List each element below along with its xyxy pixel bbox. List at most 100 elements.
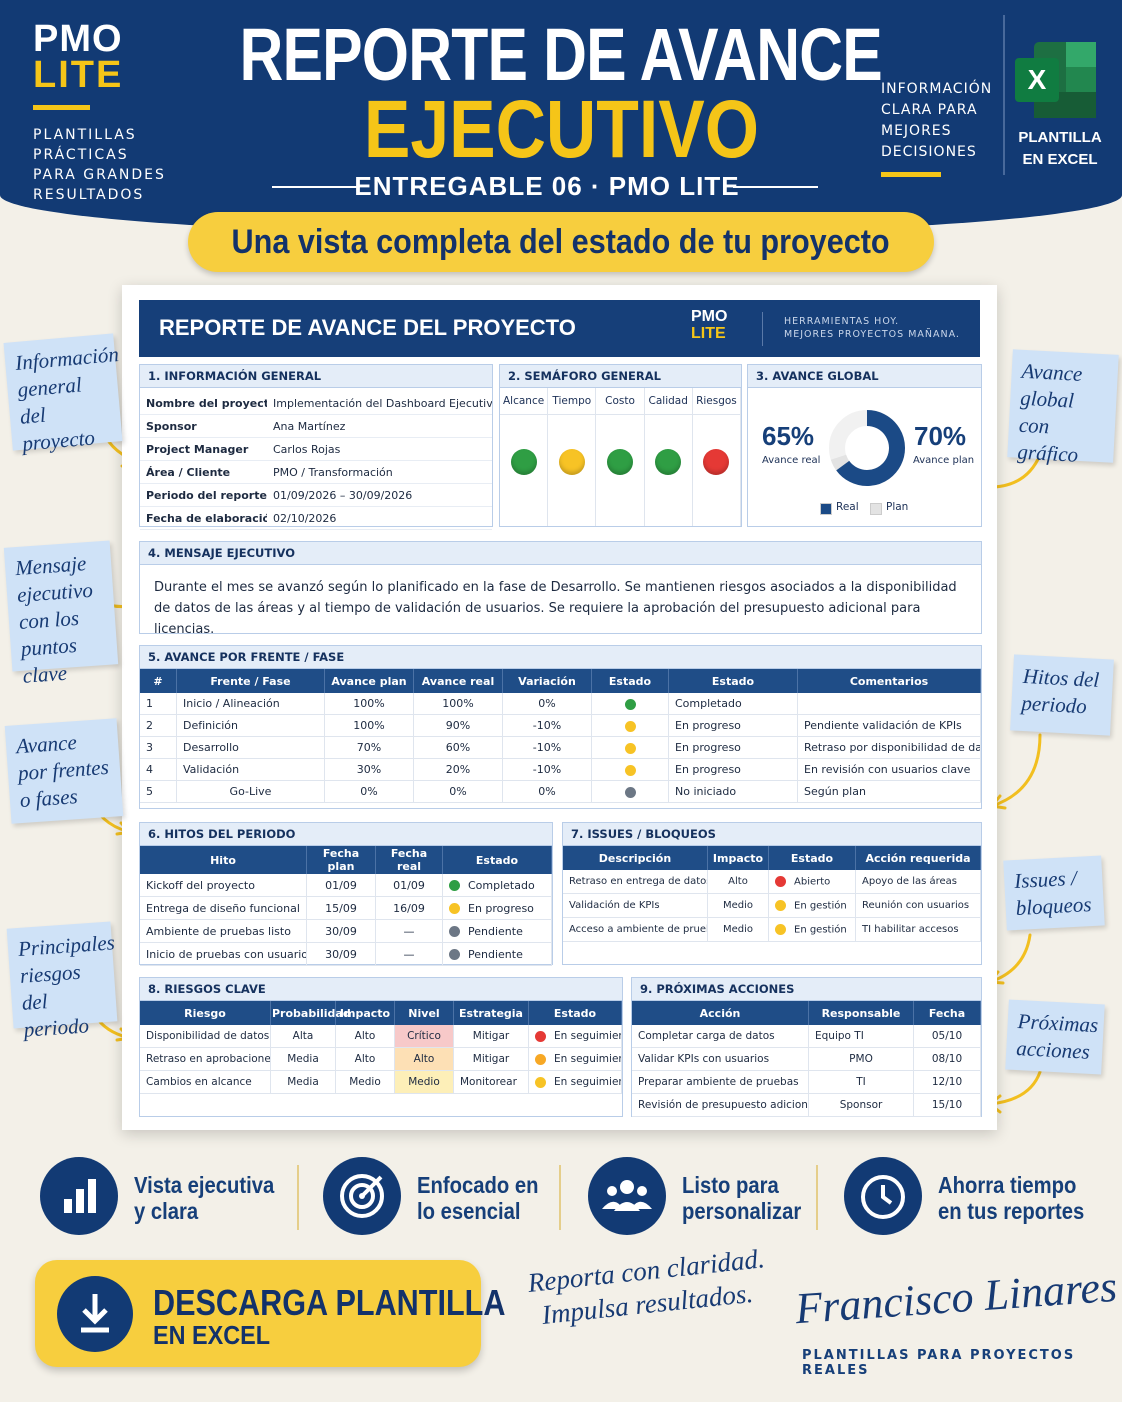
table-row: Acceso a ambiente de pruebasMedio En gest… <box>563 917 981 942</box>
excel-icon <box>1015 42 1096 118</box>
cta-line: DESCARGA PLANTILLA <box>153 1282 506 1323</box>
table-cell: Media <box>270 1070 336 1094</box>
column-header: Probabilidad <box>270 1001 351 1025</box>
info-line: DECISIONES <box>881 144 977 160</box>
semaforo-light <box>510 449 537 475</box>
table-cell: 4 <box>140 758 177 781</box>
semaforo-light <box>655 449 682 475</box>
table-row: Validar KPIs con usuarios PMO 08/10 <box>632 1047 981 1071</box>
section-title: 5. AVANCE POR FRENTE / FASE <box>140 646 981 669</box>
table-row: Ambiente de pruebas listo 30/09— Pendiente <box>140 919 552 943</box>
excel-letter: X <box>1027 64 1047 95</box>
semaforo-light <box>703 449 730 475</box>
table-cell: 90% <box>413 714 503 737</box>
column-header: Estado <box>768 846 856 870</box>
semaforo-label: Riesgos <box>692 388 741 415</box>
real-caption: Avance real <box>762 455 821 466</box>
table-cell: 0% <box>502 693 592 715</box>
table-cell: 70% <box>324 736 414 759</box>
legend-swatch <box>820 503 832 515</box>
section-title: 9. PRÓXIMAS ACCIONES <box>632 978 981 1001</box>
info-value: Carlos Rojas <box>267 437 492 461</box>
table-cell: Validar KPIs con usuarios <box>632 1047 809 1071</box>
table-cell: Medio <box>707 893 769 918</box>
table-cell: En progreso <box>442 896 552 920</box>
cell-text: En seguimiento <box>554 1076 621 1088</box>
executive-message: Durante el mes se avanzó según lo planif… <box>154 580 957 637</box>
status-dot <box>624 742 636 754</box>
table-cell: En revisión con usuarios clave <box>797 758 981 781</box>
status-dot <box>624 786 636 798</box>
table-cell: Retraso en aprobaciones <box>140 1047 271 1071</box>
column-header: Estrategia <box>453 1001 529 1025</box>
feature-text: y clara <box>134 1198 199 1224</box>
table-row: 1 Inicio / Alineación 100% 100% 0% Completado <box>140 693 981 715</box>
cell-text: En gestión <box>794 900 847 912</box>
report-logo-top: PMO <box>691 308 728 325</box>
table-cell <box>591 714 669 737</box>
report-header-divider <box>762 312 763 346</box>
cell-text: Pendiente <box>468 924 523 938</box>
status-dot <box>535 1030 546 1042</box>
feature-text: lo esencial <box>417 1198 521 1224</box>
plan-caption: Avance plan <box>913 455 975 466</box>
feature-icon <box>40 1157 118 1235</box>
column-header: Avance real <box>413 669 503 693</box>
legend-swatch <box>870 503 882 515</box>
table-cell: En progreso <box>668 714 798 737</box>
semaforo-label: Calidad <box>644 388 692 415</box>
table-cell: Alto <box>335 1025 395 1048</box>
table-cell: 15/09 <box>306 896 376 920</box>
table-row: Completar carga de datos Equipo TI 05/10 <box>632 1025 981 1048</box>
table-cell: Retraso por disponibilidad de datos <box>797 736 981 759</box>
table-row: 5 Go-Live 0% 0% 0% No iniciado Según plan <box>140 780 981 803</box>
semaforo-label: Tiempo <box>548 388 596 415</box>
semaforo-light <box>558 449 585 475</box>
status-dot <box>449 926 460 937</box>
report-section: 1. INFORMACIÓN GENERAL Nombre del proyect… <box>139 364 493 530</box>
table-cell: Crítico <box>394 1025 454 1048</box>
info-value: Implementación del Dashboard Ejecutivo <box>267 392 492 415</box>
report-section: 3. AVANCE GLOBAL 65% Avance real 70% Avance … <box>747 364 982 527</box>
title-wrap: REPORTE DE AVANCE <box>0 12 1122 97</box>
header-row: # Frente / Fase Avance plan Avance real Vari… <box>140 669 981 693</box>
table-cell: 15/10 <box>913 1093 981 1117</box>
download-button[interactable]: DESCARGA PLANTILLA EN EXCEL <box>35 1260 505 1367</box>
sticky-note: Avance global con gráfico <box>1007 349 1119 467</box>
table-cell: -10% <box>502 736 592 759</box>
feature-text: Enfocado en <box>417 1172 539 1198</box>
table-cell: Completado <box>442 874 552 897</box>
table-cell: Ambiente de pruebas listo <box>140 919 307 943</box>
excel-label: PLANTILLA <box>1018 129 1102 146</box>
column-header: Responsable <box>808 1001 914 1025</box>
table-cell: 100% <box>413 693 503 715</box>
sticky-note: Hitos del periodo <box>1010 654 1114 736</box>
status-dot <box>624 764 636 776</box>
status-dot <box>449 949 460 960</box>
data-table: Hito Fecha plan Fecha real Estado Kickoff de… <box>140 846 552 966</box>
table-cell: 0% <box>413 780 503 803</box>
sticky-note: Principales riesgos del periodo <box>6 921 118 1042</box>
column-header: Descripción <box>563 846 708 870</box>
table-row: Disponibilidad de datos Alta Alto Crítico Mi… <box>140 1025 622 1048</box>
info-value: 02/10/2026 <box>267 506 492 530</box>
column-header: Acción <box>632 1001 809 1025</box>
cell-text: En progreso <box>468 901 534 915</box>
section-title: 2. SEMÁFORO GENERAL <box>500 365 741 388</box>
table-cell: -10% <box>502 758 592 781</box>
cell-text: Pendiente <box>468 947 523 961</box>
banner-text: Una vista completa del estado de tu proy… <box>231 223 891 261</box>
semaforo-col: Tiempo <box>548 388 597 526</box>
table-row: Validación de KPIs Medio En gestión Reunión… <box>563 893 981 918</box>
report-section: 9. PRÓXIMAS ACCIONES Acción Responsable Fec… <box>631 977 982 1117</box>
table-cell: Inicio / Alineación <box>176 693 325 715</box>
table-cell: 30/09 <box>306 942 376 966</box>
status-dot <box>775 875 786 887</box>
table-cell <box>591 736 669 759</box>
header-row: Descripción Impacto Estado Acción requerida <box>563 846 981 870</box>
info-line: CLARA PARA <box>881 102 978 118</box>
feature-text: en tus reportes <box>938 1198 1085 1224</box>
table-row: Kickoff del proyecto 01/09 01/09 Completado <box>140 874 552 897</box>
data-table: Riesgo Probabilidad Impacto Nivel Estrategia… <box>140 1001 622 1094</box>
